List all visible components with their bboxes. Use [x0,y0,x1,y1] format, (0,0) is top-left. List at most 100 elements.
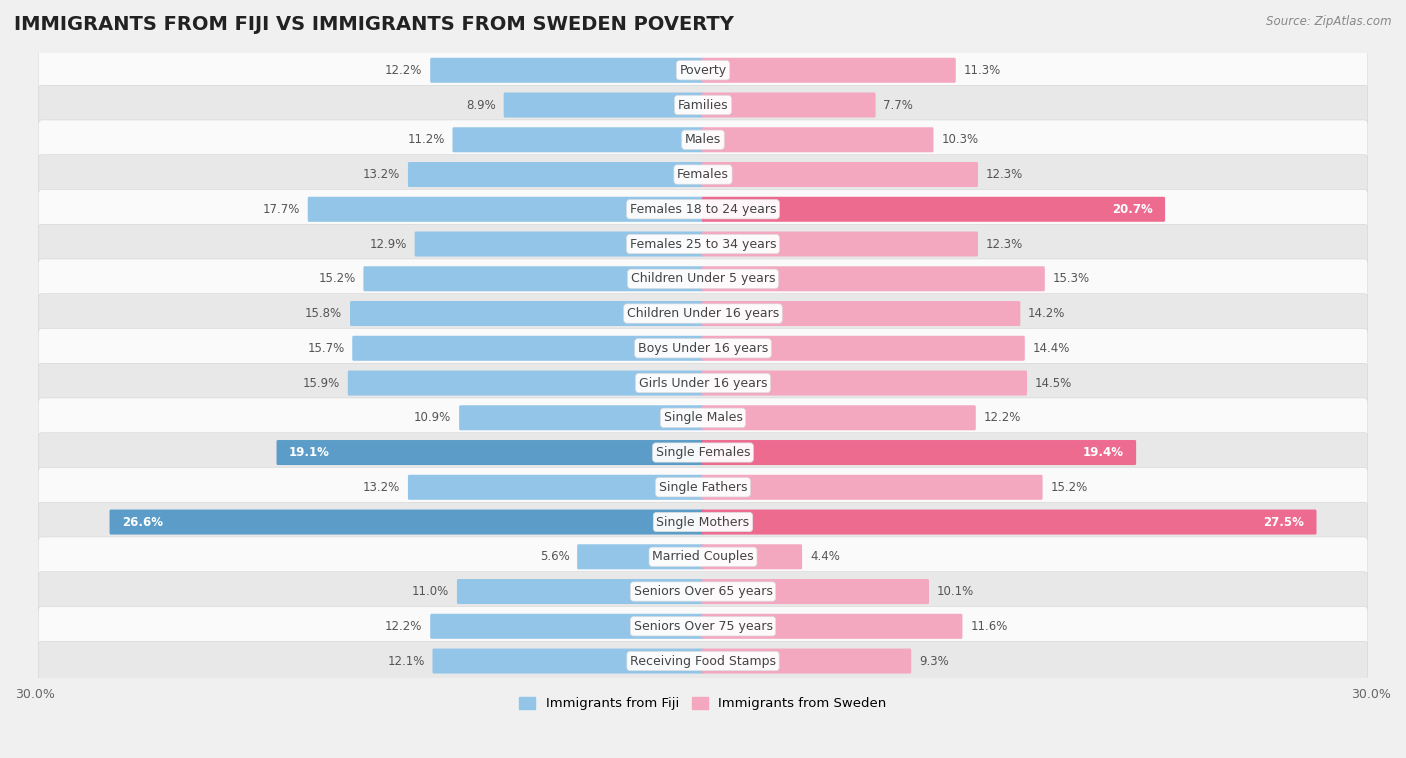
Text: Females 18 to 24 years: Females 18 to 24 years [630,203,776,216]
FancyBboxPatch shape [38,433,1368,472]
Text: Poverty: Poverty [679,64,727,77]
Text: 10.3%: 10.3% [941,133,979,146]
Text: 10.9%: 10.9% [415,412,451,424]
Text: 12.3%: 12.3% [986,168,1024,181]
Text: Seniors Over 75 years: Seniors Over 75 years [634,620,772,633]
Text: 8.9%: 8.9% [467,99,496,111]
FancyBboxPatch shape [38,468,1368,507]
Text: 10.1%: 10.1% [936,585,974,598]
FancyBboxPatch shape [38,294,1368,334]
FancyBboxPatch shape [702,440,1136,465]
Text: Receiving Food Stamps: Receiving Food Stamps [630,655,776,668]
Text: 15.2%: 15.2% [318,272,356,285]
Text: Seniors Over 65 years: Seniors Over 65 years [634,585,772,598]
FancyBboxPatch shape [350,301,704,326]
Text: 19.4%: 19.4% [1083,446,1123,459]
FancyBboxPatch shape [38,155,1368,194]
FancyBboxPatch shape [702,614,963,639]
Text: Married Couples: Married Couples [652,550,754,563]
Text: 15.8%: 15.8% [305,307,342,320]
FancyBboxPatch shape [353,336,704,361]
Text: 14.4%: 14.4% [1032,342,1070,355]
FancyBboxPatch shape [38,503,1368,542]
FancyBboxPatch shape [430,58,704,83]
Text: 12.9%: 12.9% [370,237,406,251]
Text: 12.2%: 12.2% [984,412,1021,424]
Text: 15.3%: 15.3% [1053,272,1090,285]
FancyBboxPatch shape [38,606,1368,646]
Text: 7.7%: 7.7% [883,99,914,111]
FancyBboxPatch shape [702,544,801,569]
Text: IMMIGRANTS FROM FIJI VS IMMIGRANTS FROM SWEDEN POVERTY: IMMIGRANTS FROM FIJI VS IMMIGRANTS FROM … [14,15,734,34]
FancyBboxPatch shape [702,231,979,256]
FancyBboxPatch shape [702,406,976,431]
FancyBboxPatch shape [702,649,911,674]
Text: 15.7%: 15.7% [308,342,344,355]
FancyBboxPatch shape [38,120,1368,160]
Text: Children Under 16 years: Children Under 16 years [627,307,779,320]
Text: 20.7%: 20.7% [1112,203,1153,216]
FancyBboxPatch shape [503,92,704,117]
Text: Boys Under 16 years: Boys Under 16 years [638,342,768,355]
Text: 27.5%: 27.5% [1264,515,1305,528]
FancyBboxPatch shape [38,259,1368,299]
Text: 12.2%: 12.2% [385,64,422,77]
Text: 11.2%: 11.2% [408,133,444,146]
FancyBboxPatch shape [408,162,704,187]
FancyBboxPatch shape [433,649,704,674]
Text: Children Under 5 years: Children Under 5 years [631,272,775,285]
Text: Girls Under 16 years: Girls Under 16 years [638,377,768,390]
FancyBboxPatch shape [408,475,704,500]
FancyBboxPatch shape [702,579,929,604]
FancyBboxPatch shape [363,266,704,291]
Text: 12.3%: 12.3% [986,237,1024,251]
FancyBboxPatch shape [38,51,1368,90]
FancyBboxPatch shape [702,162,979,187]
Text: 14.5%: 14.5% [1035,377,1071,390]
FancyBboxPatch shape [110,509,704,534]
FancyBboxPatch shape [702,371,1026,396]
FancyBboxPatch shape [453,127,704,152]
Text: Families: Families [678,99,728,111]
FancyBboxPatch shape [702,127,934,152]
FancyBboxPatch shape [702,266,1045,291]
FancyBboxPatch shape [578,544,704,569]
Text: 11.6%: 11.6% [970,620,1008,633]
Text: Males: Males [685,133,721,146]
FancyBboxPatch shape [38,398,1368,437]
Text: Source: ZipAtlas.com: Source: ZipAtlas.com [1267,15,1392,28]
Text: 26.6%: 26.6% [122,515,163,528]
Text: Females 25 to 34 years: Females 25 to 34 years [630,237,776,251]
Text: 12.1%: 12.1% [387,655,425,668]
FancyBboxPatch shape [702,58,956,83]
FancyBboxPatch shape [38,85,1368,125]
Text: 12.2%: 12.2% [385,620,422,633]
FancyBboxPatch shape [702,197,1166,222]
Text: Single Fathers: Single Fathers [659,481,747,493]
Text: 17.7%: 17.7% [263,203,299,216]
Text: 11.0%: 11.0% [412,585,449,598]
Text: 15.2%: 15.2% [1050,481,1088,493]
Text: Single Males: Single Males [664,412,742,424]
FancyBboxPatch shape [415,231,704,256]
FancyBboxPatch shape [702,301,1021,326]
Text: 9.3%: 9.3% [920,655,949,668]
Text: Females: Females [678,168,728,181]
FancyBboxPatch shape [347,371,704,396]
FancyBboxPatch shape [457,579,704,604]
FancyBboxPatch shape [308,197,704,222]
FancyBboxPatch shape [430,614,704,639]
FancyBboxPatch shape [277,440,704,465]
FancyBboxPatch shape [702,509,1316,534]
FancyBboxPatch shape [702,92,876,117]
Text: 15.9%: 15.9% [302,377,340,390]
Text: 13.2%: 13.2% [363,481,401,493]
FancyBboxPatch shape [702,475,1043,500]
FancyBboxPatch shape [38,328,1368,368]
Text: Single Females: Single Females [655,446,751,459]
Text: 13.2%: 13.2% [363,168,401,181]
Text: 14.2%: 14.2% [1028,307,1066,320]
Text: 5.6%: 5.6% [540,550,569,563]
FancyBboxPatch shape [38,641,1368,681]
Text: Single Mothers: Single Mothers [657,515,749,528]
